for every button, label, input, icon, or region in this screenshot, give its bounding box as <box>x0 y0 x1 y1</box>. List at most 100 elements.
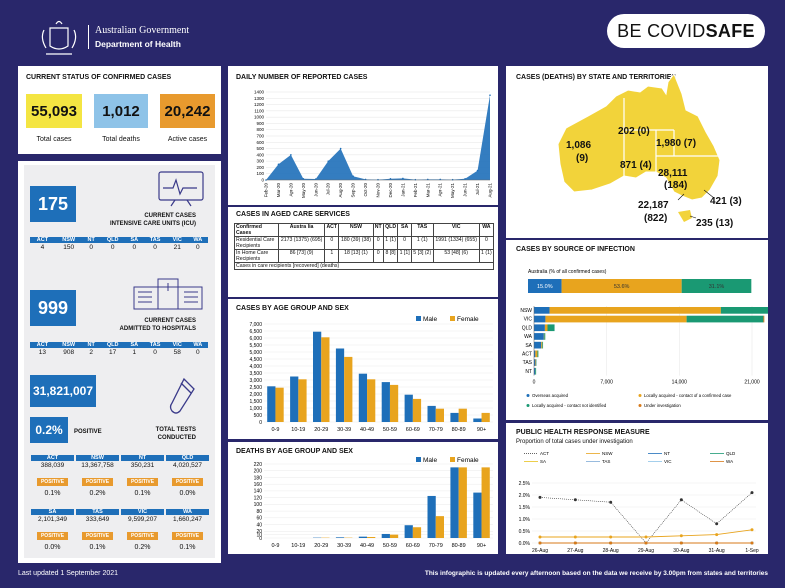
map-tas <box>678 210 692 222</box>
map-borders <box>623 98 718 178</box>
y-tick-label: 0 <box>259 420 262 426</box>
bar-female <box>321 337 330 422</box>
daily-point <box>277 163 280 166</box>
footer-updated: Last updated 1 September 2021 <box>18 570 119 577</box>
y-tick-label: 500 <box>254 413 263 419</box>
hosp-value-act: 13 <box>38 349 47 356</box>
bar-male <box>267 386 276 422</box>
bar-male <box>358 536 368 538</box>
aged-cell: 0 <box>372 249 384 263</box>
x-tick-label: Jan-21 <box>400 183 405 197</box>
aged-header-cell: TAS <box>410 223 434 237</box>
aged-table: Confirmed Cases Austra lia ACT NSW NT QLD SA TA… <box>234 223 495 270</box>
age-cases-title: CASES BY AGE GROUP AND SEX <box>236 305 349 312</box>
tests-cell-sa: SA 2,101,349 POSITIVE 0.0% <box>30 509 75 551</box>
bar-male <box>450 467 459 538</box>
total-cases-label: Total cases <box>36 136 72 143</box>
x-tick-label: 0-9 <box>271 427 279 433</box>
x-tick-label: 60-69 <box>406 427 420 433</box>
y-tick-label: 0.5% <box>519 529 531 535</box>
bar-female <box>367 379 376 422</box>
covidsafe-badge[interactable]: BE COVID SAFE <box>607 14 765 48</box>
positive-badge: POSITIVE <box>171 532 204 540</box>
x-tick-label: 70-79 <box>429 427 443 433</box>
source-bar <box>534 359 536 366</box>
icu-value-qld: 0 <box>110 244 115 251</box>
series-point-act <box>573 498 577 502</box>
y-tick-label: NSW <box>520 308 532 314</box>
bar-male <box>290 376 299 422</box>
source-bar <box>534 367 536 375</box>
y-tick-label: 600 <box>256 140 264 145</box>
tests-state-label: VIC <box>121 509 164 515</box>
map-vic-pointer <box>677 193 685 201</box>
icu-value-vic: 21 <box>173 244 181 251</box>
gov-title: Australian Government <box>95 25 190 36</box>
tests-count: 13,367,758 <box>81 462 114 469</box>
legend-label: WA <box>726 459 733 464</box>
positive-badge: POSITIVE <box>171 478 204 486</box>
bar-female <box>298 379 307 422</box>
daily-point <box>389 177 392 180</box>
tests-positive-rate: 0.0% <box>44 544 61 551</box>
map-label-qld: 1,980 (7) <box>656 138 696 149</box>
test-tube-icon <box>169 377 195 414</box>
hosp-state-qld: QLD <box>99 342 126 348</box>
active-cases-label: Active cases <box>167 136 208 143</box>
legend-swatch <box>416 316 421 321</box>
series-point-wa <box>679 541 683 545</box>
tests-state-label: ACT <box>31 455 74 461</box>
positive-badge: POSITIVE <box>81 532 114 540</box>
source-bar <box>549 307 721 314</box>
icu-value-act: 4 <box>40 244 45 251</box>
source-bar <box>535 350 538 358</box>
tests-value: 31,821,007 <box>30 375 96 407</box>
icu-value-nsw: 150 <box>63 244 75 251</box>
series-point-act <box>715 522 719 526</box>
y-tick-label: 300 <box>256 159 264 164</box>
tests-count: 2,101,349 <box>38 516 67 523</box>
map-label-tas: 235 (13) <box>696 218 733 229</box>
x-tick-label: 40-49 <box>360 543 374 549</box>
source-bar <box>535 359 537 366</box>
bar-female <box>412 398 422 422</box>
aged-cell: 1991 (1334) (655) <box>432 236 480 250</box>
x-tick-label: 80-89 <box>452 427 466 433</box>
legend-label: Male <box>423 316 437 323</box>
source-bar <box>534 324 545 332</box>
aged-cell: 53 [48] (6) <box>432 249 480 263</box>
aged-note: Cases in care recipients [recovered] (de… <box>234 262 494 270</box>
aged-cell: 0 <box>478 236 495 250</box>
hosp-state-wa: WA <box>187 342 208 348</box>
x-tick-label: 21,000 <box>744 380 760 386</box>
hosp-value-sa: 1 <box>132 349 137 356</box>
active-cases-box: 20,242 <box>160 94 215 128</box>
bar-male <box>404 394 413 422</box>
positive-badge: POSITIVE <box>36 478 69 486</box>
y-tick-label: 1400 <box>254 90 265 95</box>
source-bar <box>537 350 539 358</box>
source-bar <box>534 315 546 323</box>
hosp-label1: CURRENT CASES <box>144 318 196 324</box>
x-tick-label: 20-29 <box>314 543 328 549</box>
age-cases-chart: 05001,0001,5002,0002,5003,0003,5004,0004… <box>249 316 493 433</box>
icu-value: 175 <box>30 186 76 222</box>
tests-state-label: WA <box>166 509 209 515</box>
daily-point <box>290 154 292 156</box>
map-label-nsw: 28,111 <box>658 168 688 179</box>
x-tick-label: 60-69 <box>406 543 420 549</box>
x-tick-label: Jul-21 <box>475 183 480 196</box>
series-point-nsw <box>644 535 648 539</box>
daily-area <box>266 95 490 180</box>
legend-label: VIC <box>664 459 672 464</box>
map-outline <box>557 72 721 201</box>
aged-cell: 8 [8] <box>382 249 399 263</box>
x-tick-label: 14,000 <box>672 380 688 386</box>
hosp-value-nsw: 908 <box>63 349 75 356</box>
tests-label1: TOTAL TESTS <box>155 427 196 433</box>
daily-point <box>464 177 466 180</box>
y-tick-label: 0.0% <box>519 541 531 547</box>
icu-value-wa: 0 <box>196 244 200 251</box>
icu-state-nt: NT <box>82 237 100 243</box>
